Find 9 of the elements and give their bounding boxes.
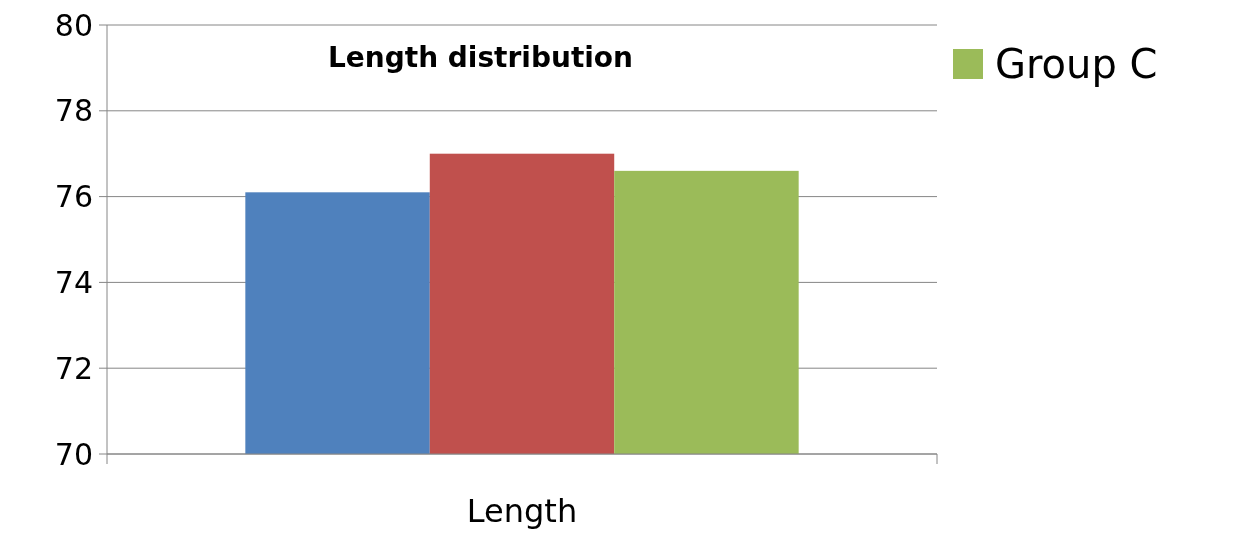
x-axis-title: Length [466, 492, 578, 530]
y-tick-label: 78 [54, 93, 93, 129]
y-tick-label: 80 [54, 7, 93, 43]
y-tick-label: 74 [54, 264, 93, 300]
y-tick-label: 72 [54, 350, 93, 386]
legend-label: Group C [995, 41, 1158, 87]
y-tick-label: 70 [54, 436, 93, 472]
text: Length distribution [327, 41, 634, 74]
y-tick-label: 76 [54, 179, 93, 215]
